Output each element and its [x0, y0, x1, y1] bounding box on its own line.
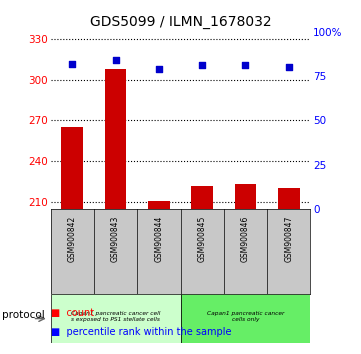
Bar — [180, 294, 310, 343]
Bar — [235, 184, 256, 354]
Text: ■  count: ■ count — [51, 308, 93, 318]
Text: ■  percentile rank within the sample: ■ percentile rank within the sample — [51, 327, 231, 337]
Bar — [61, 127, 83, 354]
Point — [199, 63, 205, 68]
Text: GSM900844: GSM900844 — [155, 216, 163, 262]
Bar — [278, 188, 300, 354]
Point — [243, 63, 248, 68]
Text: GSM900846: GSM900846 — [241, 216, 250, 262]
Text: GSM900845: GSM900845 — [198, 216, 206, 262]
Bar — [105, 69, 126, 354]
Text: protocol: protocol — [2, 310, 44, 320]
Bar — [191, 186, 213, 354]
Bar — [148, 201, 170, 354]
Text: GSM900843: GSM900843 — [111, 216, 120, 262]
Point — [69, 61, 75, 67]
Point — [156, 66, 162, 72]
Bar — [51, 294, 180, 343]
Text: Capan1 pancreatic cancer cell
s exposed to PS1 stellate cells: Capan1 pancreatic cancer cell s exposed … — [71, 310, 160, 322]
Text: GSM900842: GSM900842 — [68, 216, 77, 262]
Point — [286, 64, 292, 70]
Point — [113, 57, 118, 63]
Text: GSM900847: GSM900847 — [284, 216, 293, 262]
Text: Capan1 pancreatic cancer
cells only: Capan1 pancreatic cancer cells only — [207, 310, 284, 322]
Title: GDS5099 / ILMN_1678032: GDS5099 / ILMN_1678032 — [90, 16, 271, 29]
